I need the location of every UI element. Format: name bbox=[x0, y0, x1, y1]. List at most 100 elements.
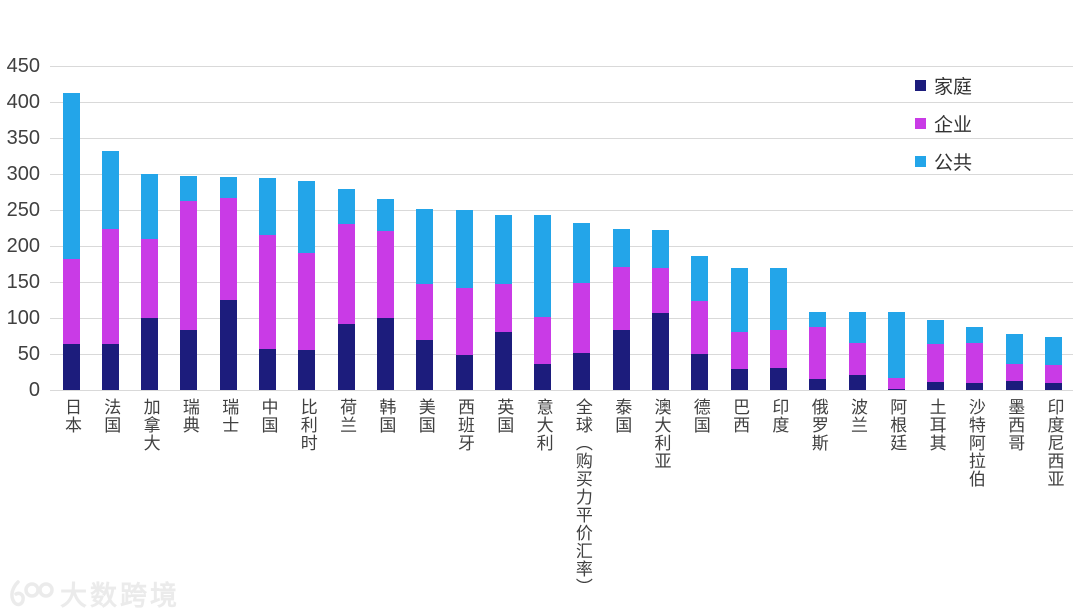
bar-column bbox=[416, 209, 434, 390]
bar-segment bbox=[494, 215, 512, 285]
x-category-label: 印度 bbox=[769, 398, 789, 434]
bar-column bbox=[769, 268, 787, 390]
y-tick-label: 200 bbox=[6, 235, 40, 257]
bar-segment bbox=[730, 331, 748, 370]
bar-segment bbox=[966, 382, 984, 390]
bar-segment bbox=[966, 343, 984, 383]
bar-segment bbox=[1005, 333, 1023, 365]
bar-segment bbox=[691, 354, 709, 390]
x-category-label: 英国 bbox=[494, 398, 514, 434]
x-category-label: 俄罗斯 bbox=[808, 398, 828, 452]
bar-segment bbox=[101, 228, 119, 344]
bar-segment bbox=[337, 189, 355, 225]
x-category-label: 荷兰 bbox=[337, 398, 357, 434]
bar-column bbox=[180, 176, 198, 390]
bar-segment bbox=[769, 268, 787, 331]
bar-column bbox=[691, 256, 709, 390]
bar-segment bbox=[416, 284, 434, 340]
bar-segment bbox=[573, 352, 591, 390]
x-category-label: 中国 bbox=[258, 398, 278, 434]
bar-segment bbox=[809, 379, 827, 390]
bar-column bbox=[259, 178, 276, 390]
x-category-label: 波兰 bbox=[848, 398, 867, 434]
public-color-swatch bbox=[915, 155, 926, 167]
bar-segment bbox=[259, 178, 276, 235]
bar-segment bbox=[573, 282, 591, 353]
bar-segment bbox=[494, 284, 512, 332]
x-category-label: 泰国 bbox=[612, 398, 632, 434]
bar-segment bbox=[455, 287, 473, 355]
bar-segment bbox=[691, 256, 709, 302]
bar-segment bbox=[887, 312, 905, 378]
bar-column bbox=[730, 268, 748, 390]
y-tick-label: 400 bbox=[6, 91, 40, 113]
x-category-label: 韩国 bbox=[376, 398, 396, 434]
gridline bbox=[50, 102, 1073, 103]
bar-column bbox=[534, 215, 552, 390]
watermark-logo bbox=[10, 579, 54, 606]
legend-label: 企业 bbox=[934, 114, 973, 136]
y-tick-label: 450 bbox=[6, 55, 40, 77]
bar-column bbox=[612, 228, 630, 390]
bar-segment bbox=[927, 320, 945, 344]
bar-segment bbox=[298, 252, 316, 350]
bar-column bbox=[927, 320, 945, 390]
gridline bbox=[50, 282, 1073, 283]
bar-segment bbox=[887, 377, 905, 389]
bar-segment bbox=[416, 209, 434, 285]
bar-column bbox=[809, 311, 827, 390]
legend-item-enterprise: 企业 bbox=[915, 111, 973, 136]
x-category-label: 意大利 bbox=[533, 398, 553, 452]
bar-segment bbox=[62, 343, 80, 390]
bar-column bbox=[966, 326, 984, 390]
bar-column bbox=[298, 180, 316, 390]
x-category-label: 比利时 bbox=[297, 398, 317, 452]
bar-segment bbox=[1005, 364, 1023, 382]
gridline bbox=[50, 318, 1073, 319]
legend-label: 家庭 bbox=[934, 76, 973, 98]
bar-segment bbox=[101, 150, 119, 229]
watermark-brand: 大数跨境 bbox=[60, 581, 180, 611]
bar-column bbox=[337, 189, 355, 390]
bar-column bbox=[62, 93, 80, 390]
bar-segment bbox=[337, 224, 355, 324]
x-category-label: 西班牙 bbox=[455, 398, 474, 452]
y-tick-label: 250 bbox=[6, 199, 40, 221]
gridline bbox=[50, 174, 1073, 175]
bar-column bbox=[219, 176, 237, 390]
x-category-label: 德国 bbox=[690, 398, 710, 434]
x-category-label: 加拿大 bbox=[140, 398, 160, 452]
bar-column bbox=[652, 230, 669, 390]
x-category-label: 瑞典 bbox=[179, 398, 199, 434]
bar-segment bbox=[848, 312, 866, 344]
x-category-label: 全球（购买力平价汇率） bbox=[572, 398, 592, 596]
bar-segment bbox=[1045, 337, 1062, 365]
bar-segment bbox=[455, 210, 473, 288]
legend-item-household: 家庭 bbox=[915, 73, 973, 98]
bar-segment bbox=[534, 215, 552, 317]
bar-segment bbox=[376, 199, 394, 231]
enterprise-color-swatch bbox=[915, 117, 926, 129]
bar-segment bbox=[1005, 381, 1023, 390]
bar-segment bbox=[180, 176, 198, 201]
gridline bbox=[50, 390, 1073, 391]
bar-column bbox=[376, 199, 394, 390]
watermark: 大数跨境 bbox=[8, 574, 180, 613]
bar-column bbox=[573, 222, 591, 390]
bar-segment bbox=[848, 343, 866, 375]
bar-segment bbox=[652, 312, 669, 390]
bar-segment bbox=[534, 364, 552, 390]
x-category-label: 美国 bbox=[415, 398, 435, 434]
bar-segment bbox=[494, 331, 512, 390]
bar-segment bbox=[809, 326, 827, 380]
bar-segment bbox=[416, 339, 434, 390]
bar-segment bbox=[612, 228, 630, 267]
bar-segment bbox=[141, 318, 159, 390]
bar-segment bbox=[180, 200, 198, 330]
bar-segment bbox=[298, 180, 316, 253]
bar-segment bbox=[534, 316, 552, 365]
bar-column bbox=[101, 150, 119, 390]
gridline bbox=[50, 66, 1073, 67]
bar-segment bbox=[769, 368, 787, 390]
